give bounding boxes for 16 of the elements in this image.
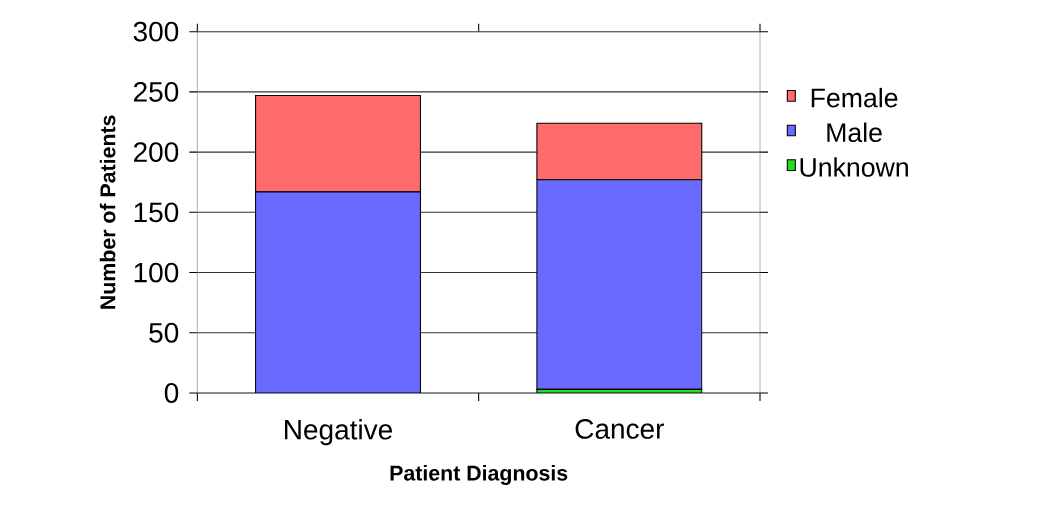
y-tick-label: 50 (149, 322, 179, 343)
legend-label: Unknown (800, 157, 908, 177)
x-tick-label: Cancer (575, 419, 664, 439)
bar (536, 179, 703, 390)
y-tick-label: 250 (133, 81, 179, 102)
y-tick-label: 0 (164, 383, 179, 403)
y-tick-label: 150 (134, 202, 179, 223)
legend-label: Female (811, 87, 898, 108)
x-tick-label: Negative (285, 419, 392, 446)
y-tick-label: 100 (134, 262, 179, 283)
x-axis-title: Patient Diagnosis (390, 464, 568, 485)
legend-label: Male (827, 122, 882, 143)
bar (255, 191, 421, 393)
y-axis-title: Number of Patients (99, 115, 116, 309)
y-tick-label: 300 (133, 21, 179, 42)
y-tick-label: 200 (133, 142, 179, 163)
